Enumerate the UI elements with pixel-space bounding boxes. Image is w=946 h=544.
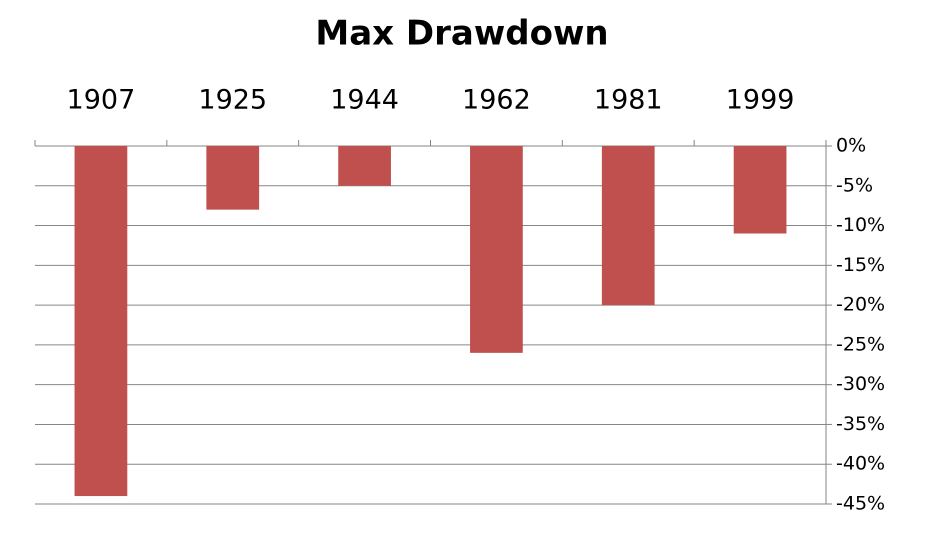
y-tick-label: -25% — [836, 333, 885, 355]
bar — [733, 146, 787, 234]
y-tick-label: -30% — [836, 373, 885, 395]
chart-title: Max Drawdown — [315, 14, 608, 54]
x-tick-label: 1944 — [330, 85, 399, 116]
x-tick-label: 1999 — [726, 85, 795, 116]
bar — [206, 146, 260, 210]
bar — [470, 146, 523, 353]
bar — [338, 146, 391, 186]
bar — [74, 146, 128, 497]
y-tick-label: -5% — [836, 174, 873, 196]
y-tick-label: -20% — [836, 294, 885, 316]
y-tick-label: -10% — [836, 214, 885, 236]
y-tick-label: -15% — [836, 254, 885, 276]
y-tick-label: -40% — [836, 453, 885, 475]
x-tick-label: 1907 — [67, 85, 136, 116]
y-tick-label: -35% — [836, 413, 885, 435]
x-tick-label: 1981 — [594, 85, 663, 116]
y-tick-label: 0% — [836, 135, 866, 157]
x-tick-label: 1925 — [198, 85, 267, 116]
bar — [601, 146, 655, 306]
x-tick-label: 1962 — [462, 85, 531, 116]
y-tick-label: -45% — [836, 493, 885, 515]
